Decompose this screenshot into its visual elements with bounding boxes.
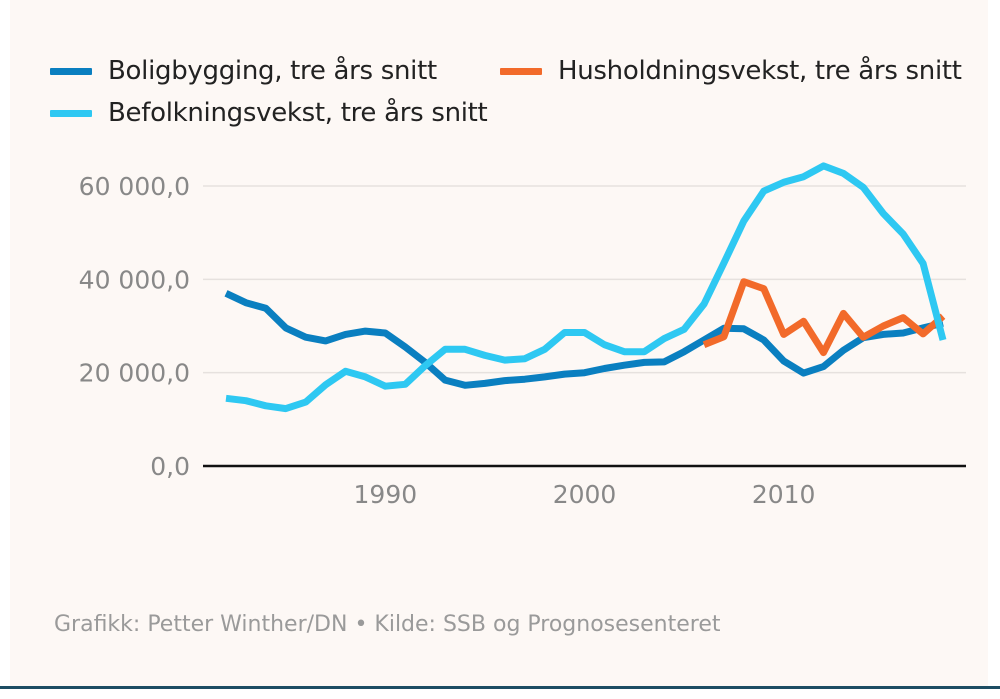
y-tick-label: 60 000,0: [79, 172, 190, 201]
source-caption: Grafikk: Petter Winther/DN • Kilde: SSB …: [54, 612, 721, 637]
y-tick-label: 40 000,0: [79, 265, 190, 294]
legend-label-befolkningsvekst: Befolkningsvekst, tre års snitt: [108, 98, 488, 128]
legend-item-boligbygging: Boligbygging, tre års snitt: [50, 56, 437, 86]
x-tick-label: 2010: [752, 480, 816, 509]
x-tick-label: 2000: [553, 480, 617, 509]
bottom-rule: [0, 686, 1000, 689]
y-tick-label: 20 000,0: [79, 359, 190, 388]
y-tick-label: 0,0: [150, 452, 190, 481]
series-line-0: [224, 290, 944, 389]
legend-swatch-befolkningsvekst: [50, 109, 92, 117]
legend-label-husholdningsvekst: Husholdningsvekst, tre års snitt: [558, 56, 962, 86]
legend-item-husholdningsvekst: Husholdningsvekst, tre års snitt: [500, 56, 962, 86]
legend-swatch-husholdningsvekst: [500, 67, 542, 75]
series-line-2: [225, 162, 947, 413]
legend-item-befolkningsvekst: Befolkningsvekst, tre års snitt: [50, 98, 488, 128]
x-tick-label: 1990: [354, 480, 418, 509]
series-line-1: [702, 278, 946, 357]
legend-swatch-boligbygging: [50, 67, 92, 75]
legend-label-boligbygging: Boligbygging, tre års snitt: [108, 56, 437, 86]
